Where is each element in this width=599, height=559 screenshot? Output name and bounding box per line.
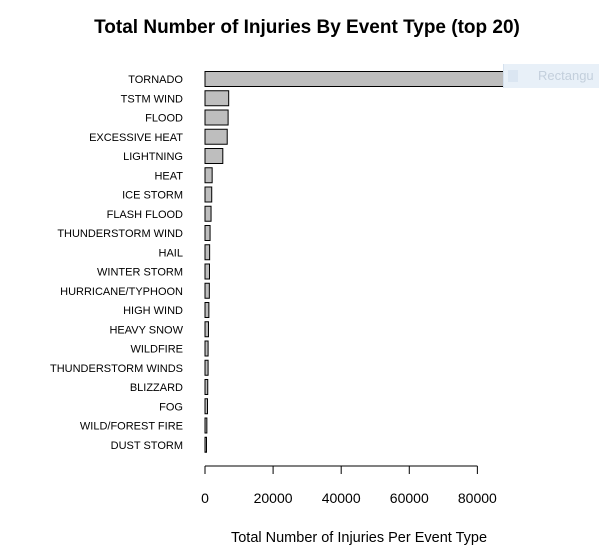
bar-blizzard — [204, 379, 209, 395]
bar-thunderstorm-wind — [204, 225, 211, 241]
rectangle-tooltip: Rectangu — [503, 64, 599, 88]
rectangle-icon — [508, 70, 518, 82]
category-label: HURRICANE/TYPHOON — [60, 286, 183, 298]
category-label: HEAVY SNOW — [109, 324, 183, 336]
x-axis: 0 20000 40000 60000 80000 — [201, 465, 497, 506]
category-label: WILD/FOREST FIRE — [80, 421, 183, 433]
tooltip-text: Rectangu — [538, 68, 594, 83]
category-label: THUNDERSTORM WIND — [57, 228, 183, 240]
x-tick-label: 60000 — [390, 490, 429, 506]
category-label: LIGHTNING — [123, 151, 183, 163]
category-label: EXCESSIVE HEAT — [89, 132, 183, 144]
bar-heat — [204, 167, 213, 184]
bar-tstm-wind — [204, 90, 230, 107]
bars-group — [204, 71, 517, 453]
bar-winter-storm — [204, 263, 210, 280]
bar-hurricane-typhoon — [204, 282, 210, 299]
bar-excessive-heat — [204, 128, 228, 145]
category-label: BLIZZARD — [130, 382, 183, 394]
bar-tornado — [204, 71, 517, 87]
bar-wild-forest-fire — [204, 417, 208, 434]
bar-fog — [204, 398, 208, 415]
category-label: WINTER STORM — [97, 267, 183, 279]
category-label: DUST STORM — [111, 440, 183, 452]
x-tick-label: 20000 — [254, 490, 293, 506]
x-tick-label: 80000 — [458, 490, 497, 506]
category-label: TORNADO — [128, 74, 183, 86]
category-label: HEAT — [154, 170, 183, 182]
bar-ice-storm — [204, 186, 213, 203]
category-label: ICE STORM — [122, 190, 183, 202]
bar-dust-storm — [204, 436, 207, 453]
x-tick-label: 40000 — [322, 490, 361, 506]
category-label: THUNDERSTORM WINDS — [50, 363, 183, 375]
bar-high-wind — [204, 302, 210, 318]
category-label: TSTM WIND — [121, 93, 183, 105]
chart-title: Total Number of Injuries By Event Type (… — [94, 17, 520, 38]
bar-wildfire — [204, 340, 209, 357]
category-label: FOG — [159, 401, 183, 413]
bar-flash-flood — [204, 205, 212, 222]
bar-lightning — [204, 148, 224, 164]
bar-thunderstorm-winds — [204, 359, 209, 376]
bar-flood — [204, 109, 229, 126]
bar-hail — [204, 244, 211, 261]
category-labels-group: TORNADO TSTM WIND FLOOD EXCESSIVE HEAT LIGHT… — [50, 74, 184, 452]
bar-heavy-snow — [204, 321, 209, 338]
category-label: FLASH FLOOD — [107, 209, 183, 221]
x-tick-label: 0 — [201, 490, 209, 506]
category-label: HIGH WIND — [123, 305, 183, 317]
x-axis-title: Total Number of Injuries Per Event Type — [231, 530, 487, 546]
category-label: FLOOD — [145, 113, 183, 125]
category-label: WILDFIRE — [130, 344, 183, 356]
category-label: HAIL — [159, 247, 183, 259]
